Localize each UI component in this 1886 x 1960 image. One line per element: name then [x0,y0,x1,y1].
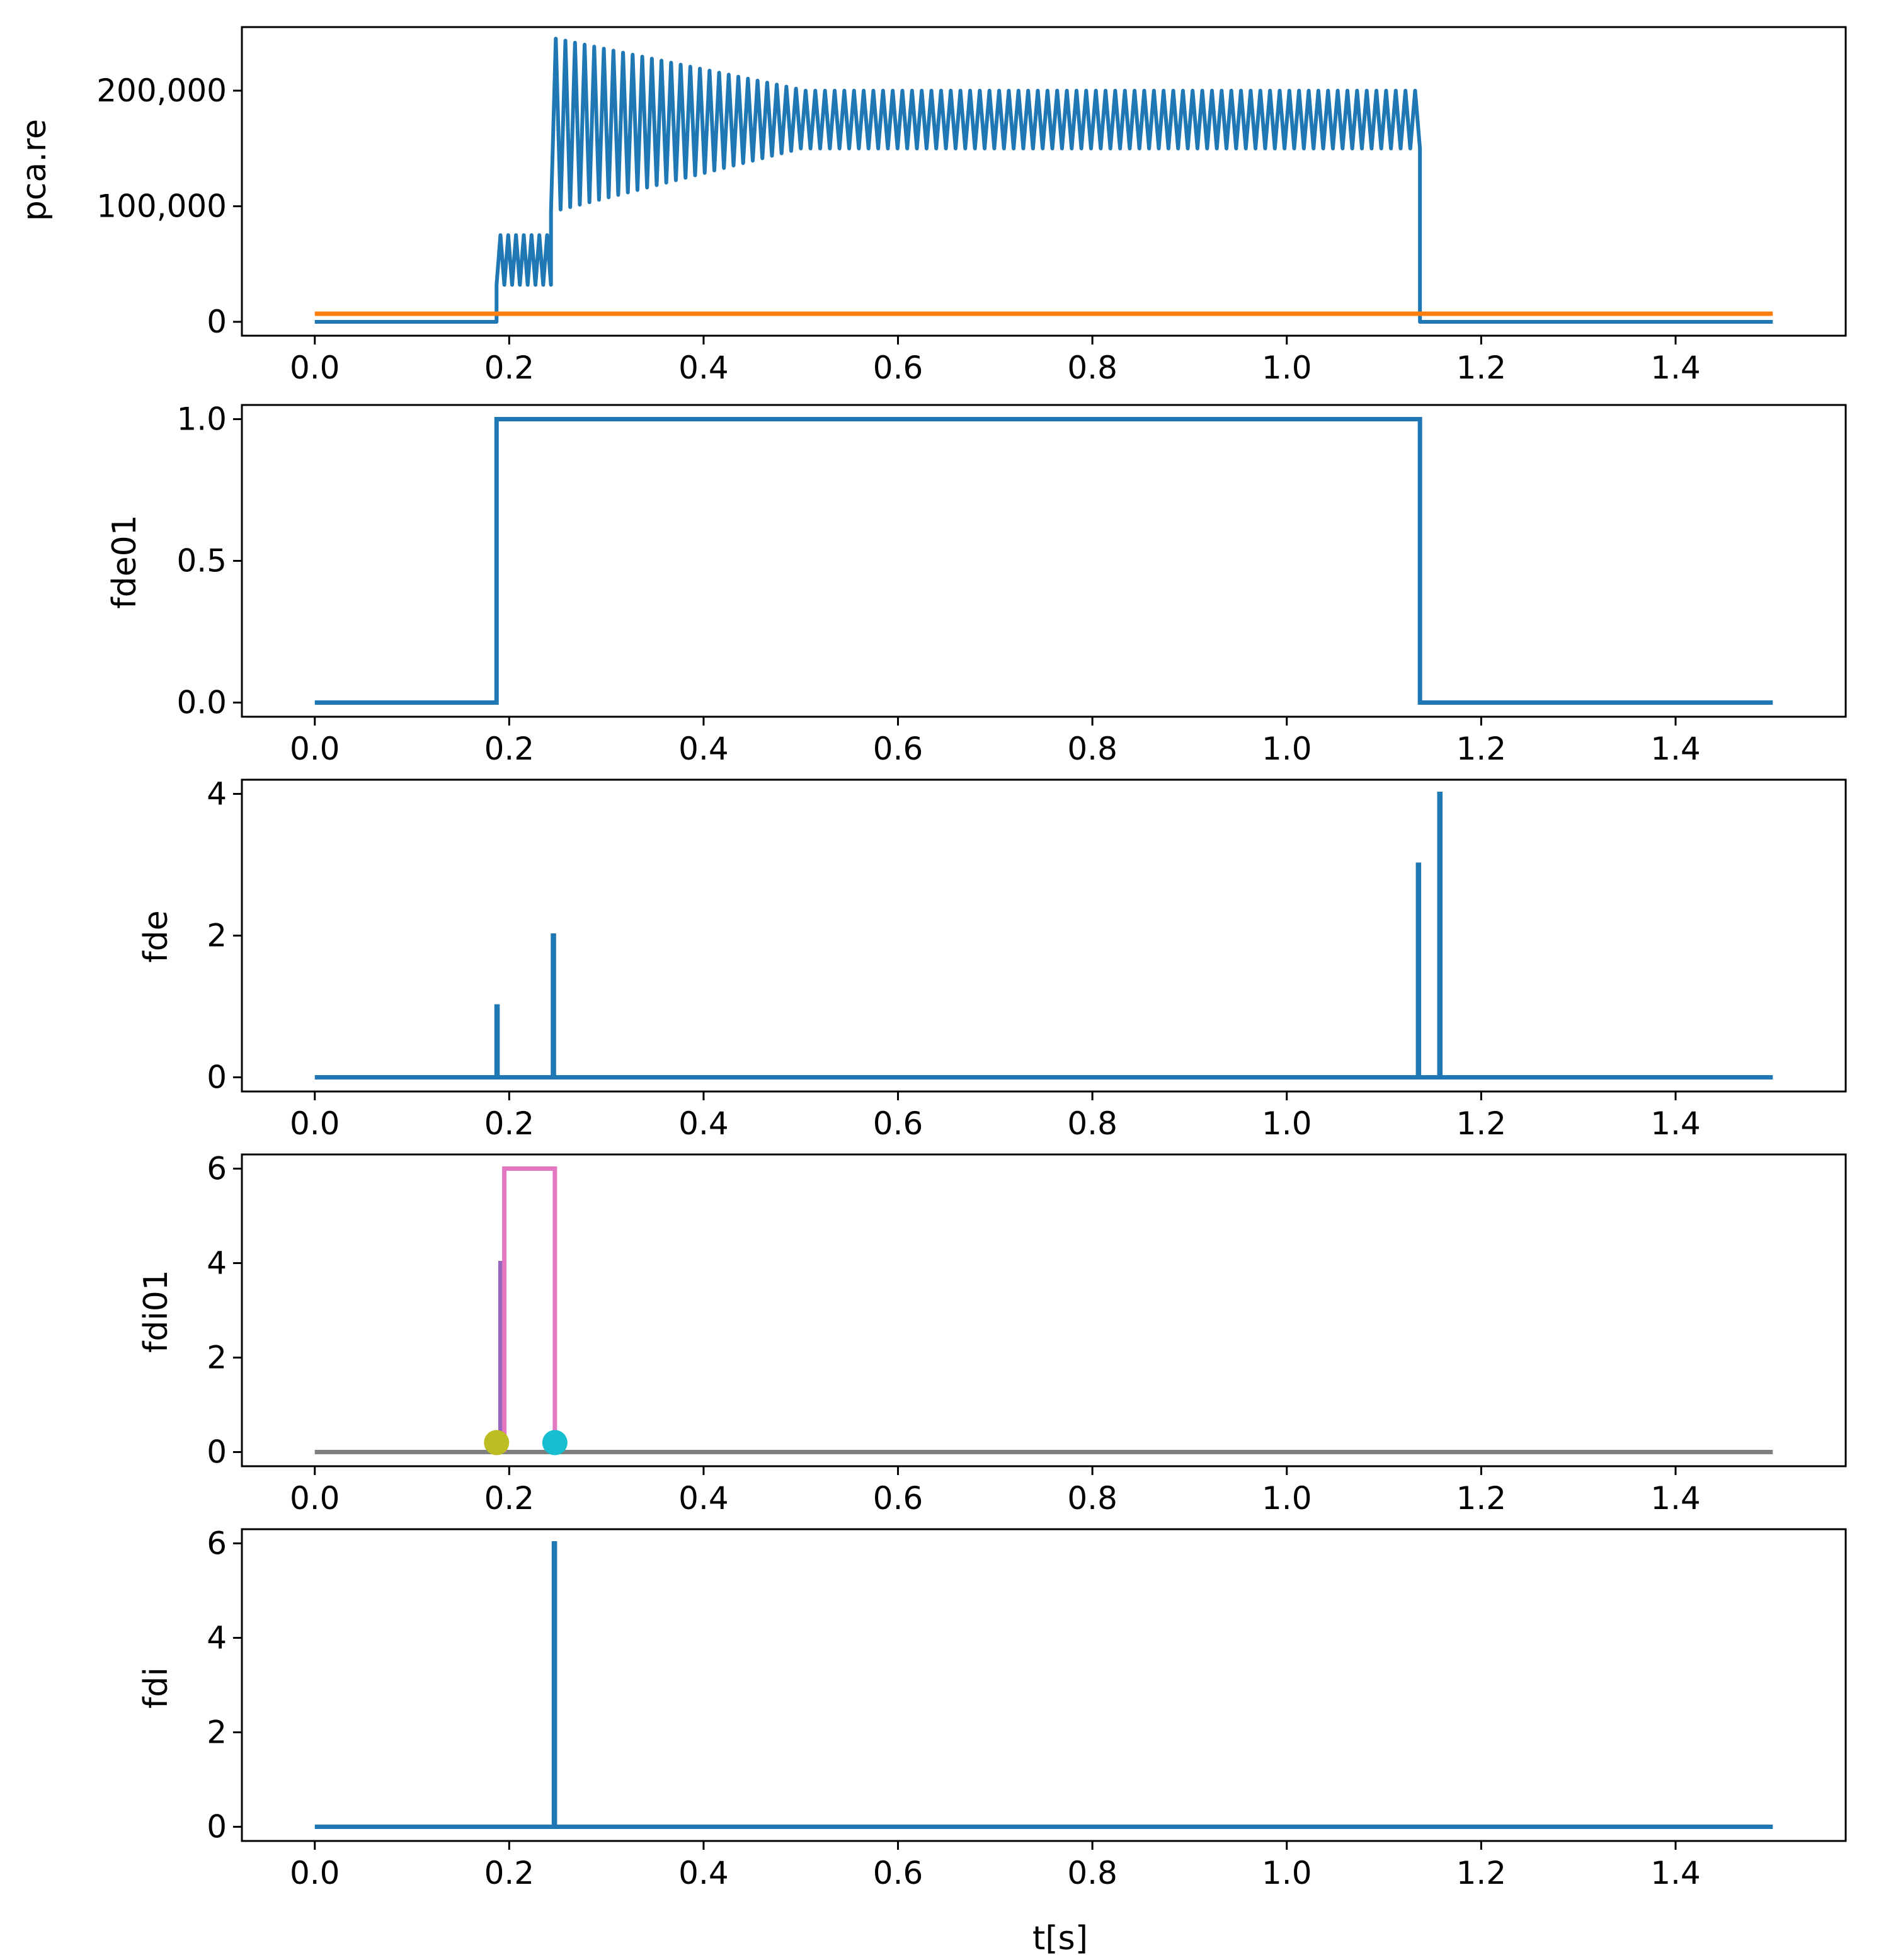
series-fde01-line [314,417,1773,705]
x-tick-label: 1.2 [1456,1105,1507,1142]
ylabel-fdi: fdi [137,1667,175,1709]
x-tick-label: 1.4 [1650,350,1701,386]
x-tick-label: 1.4 [1650,1105,1701,1142]
y-tick-label: 1.0 [176,401,227,438]
x-tick-label: 0.8 [1067,1105,1117,1142]
plot-area [314,37,1773,324]
x-tick-label: 1.4 [1650,1480,1701,1517]
y-tick-label: 2 [207,1340,227,1376]
series-end-marker [542,1430,568,1456]
y-tick-label: 4 [207,776,227,812]
x-tick-label: 1.2 [1456,1480,1507,1517]
x-tick-label: 0.2 [484,1480,535,1517]
x-tick-label: 0.8 [1067,1480,1117,1517]
xlabel-time: t[s] [1032,1920,1088,1957]
panel-fde01: fde01 0.0 0.2 0.4 0.6 0.8 1.0 1.2 1.4 0.0 0.5 1.0 [106,401,1847,767]
x-tick-label: 0.0 [290,1480,340,1517]
panel-fdi01: fdi01 0.0 0.2 0.4 0.6 0.8 1.0 1.2 1.4 0 2 4 6 [137,1151,1847,1517]
y-tick-label: 0.0 [176,685,227,721]
series-window-line [502,1166,557,1452]
x-tick-label: 1.4 [1650,731,1701,767]
x-tick-label: 1.0 [1262,1105,1312,1142]
axes-frame [241,1528,1847,1842]
x-tick-label: 0.0 [290,1855,340,1891]
panel-fde: fde 0.0 0.2 0.4 0.6 0.8 1.0 1.2 1.4 0 2 4 [137,776,1847,1142]
x-tick-label: 0.4 [678,1855,729,1891]
y-tick-label: 6 [207,1151,227,1187]
x-tick-label: 0.4 [678,350,729,386]
y-tick-label: 100,000 [96,188,227,224]
ylabel-fde: fde [137,910,175,962]
x-tick-label: 1.4 [1650,1855,1701,1891]
x-tick-label: 0.4 [678,1105,729,1142]
panel-pca-re: pca.re 0.0 0.2 0.4 0.6 0.8 1.0 1.2 1.4 0 100,000 2… [16,26,1847,386]
y-tick-label: 0 [207,1434,227,1471]
x-tick-label: 0.0 [290,731,340,767]
x-tick-label: 0.6 [873,1855,923,1891]
x-tick-label: 0.0 [290,350,340,386]
x-tick-label: 0.6 [873,1480,923,1517]
ylabel-fdi01: fdi01 [137,1270,175,1353]
x-tick-label: 0.2 [484,1105,535,1142]
x-tick-label: 0.8 [1067,350,1117,386]
y-tick-label: 0 [207,304,227,340]
ylabel-fde01: fde01 [106,515,144,608]
series-spike-line [498,1261,504,1452]
y-tick-label: 0 [207,1809,227,1845]
x-tick-label: 0.6 [873,731,923,767]
y-tick-label: 2 [207,918,227,954]
x-tick-label: 0.2 [484,1855,535,1891]
plot-area [314,1541,1773,1829]
series-start-marker [484,1430,510,1456]
ylabel-pca-re: pca.re [16,119,54,221]
y-tick-label: 2 [207,1714,227,1751]
x-tick-label: 1.2 [1456,350,1507,386]
series-fde-line [314,792,1773,1080]
axes-frame [241,26,1847,337]
x-tick-label: 0.4 [678,1480,729,1517]
y-tick-label: 4 [207,1620,227,1656]
plot-area [314,1166,1773,1456]
panel-fdi: fdi t[s] 0.0 0.2 0.4 0.6 0.8 1.0 1.2 1.4 0 2 4 6 [137,1525,1847,1957]
plot-area [314,792,1773,1080]
x-tick-label: 0.4 [678,731,729,767]
x-tick-label: 1.2 [1456,731,1507,767]
x-tick-label: 0.6 [873,1105,923,1142]
y-tick-label: 0 [207,1059,227,1096]
y-tick-label: 200,000 [96,72,227,109]
x-tick-label: 0.8 [1067,1855,1117,1891]
x-tick-label: 1.0 [1262,1480,1312,1517]
y-tick-label: 4 [207,1245,227,1282]
x-tick-label: 0.8 [1067,731,1117,767]
x-tick-label: 0.6 [873,350,923,386]
y-tick-label: 0.5 [176,543,227,579]
y-tick-label: 6 [207,1525,227,1562]
x-tick-label: 0.0 [290,1105,340,1142]
plot-area [314,417,1773,705]
x-tick-label: 0.2 [484,731,535,767]
x-tick-label: 0.2 [484,350,535,386]
series-fdi-line [314,1541,1773,1829]
x-tick-label: 1.0 [1262,1855,1312,1891]
x-tick-label: 1.2 [1456,1855,1507,1891]
x-tick-label: 1.0 [1262,350,1312,386]
series-pca-re-line [314,37,1773,324]
x-tick-label: 1.0 [1262,731,1312,767]
axes-frame [241,1153,1847,1467]
